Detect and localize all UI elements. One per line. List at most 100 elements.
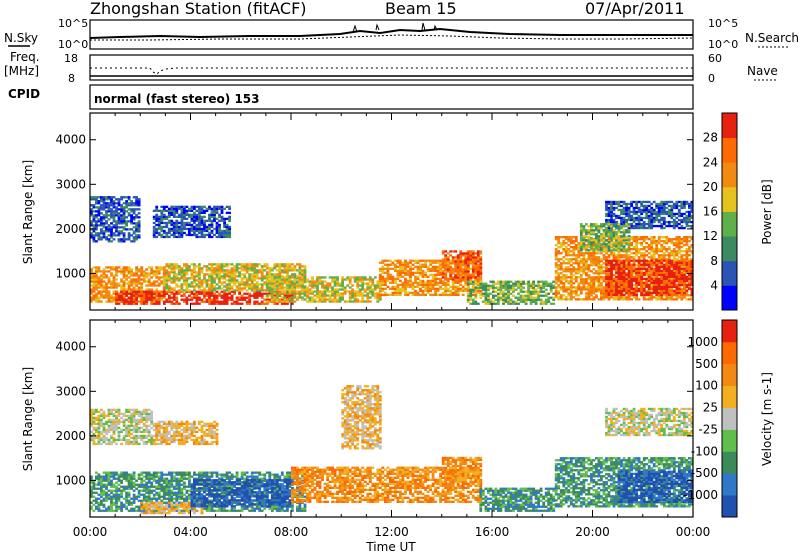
power-echo-cell <box>273 290 277 293</box>
power-echo-cell <box>172 298 176 301</box>
power-echo-cell <box>142 278 146 281</box>
power-echo-cell <box>446 283 450 286</box>
power-echo-cell <box>92 198 96 201</box>
power-echo-cell <box>632 266 636 269</box>
power-echo-cell <box>280 269 284 272</box>
power-echo-cell <box>358 290 362 293</box>
power-echo-cell <box>280 292 284 295</box>
power-echo-cell <box>177 279 181 282</box>
power-echo-cell <box>175 229 179 233</box>
power-echo-cell <box>667 277 671 280</box>
power-echo-cell <box>235 296 239 299</box>
power-echo-cell <box>323 300 327 303</box>
power-echo-cell <box>489 302 493 305</box>
power-echo-cell <box>122 288 126 291</box>
power-echo-cell <box>112 292 116 295</box>
power-echo-cell <box>215 302 219 305</box>
power-echo-cell <box>253 296 257 299</box>
power-echo-cell <box>137 274 141 277</box>
power-echo-cell <box>439 271 442 274</box>
power-echo-cell <box>569 286 573 289</box>
power-echo-cell <box>517 280 520 283</box>
power-echo-cell <box>557 296 561 299</box>
power-echo-cell <box>683 283 686 286</box>
power-echo-cell <box>466 262 470 265</box>
power-echo-cell <box>95 216 98 219</box>
power-echo-cell <box>572 254 576 257</box>
power-echo-cell <box>145 292 149 295</box>
power-echo-cell <box>532 284 535 287</box>
power-echo-cell <box>600 284 603 287</box>
power-echo-cell <box>283 265 287 268</box>
power-echo-cell <box>587 266 591 269</box>
power-echo-cell <box>444 254 448 257</box>
power-echo-cell <box>273 263 277 266</box>
power-echo-cell <box>431 261 435 264</box>
power-echo-cell <box>675 279 679 282</box>
power-echo-cell <box>177 277 181 280</box>
power-echo-cell <box>479 286 483 289</box>
power-echo-cell <box>474 300 478 303</box>
power-echo-cell <box>102 272 106 275</box>
power-echo-cell <box>612 258 616 261</box>
power-echo-cell <box>635 298 638 301</box>
power-echo-cell <box>637 269 641 272</box>
power-echo-cell <box>127 300 131 303</box>
power-echo-cell <box>107 214 111 217</box>
power-echo-cell <box>243 265 247 268</box>
power-echo-cell <box>456 270 460 273</box>
power-echo-cell <box>102 230 106 233</box>
power-echo-cell <box>454 250 458 253</box>
power-echo-cell <box>675 250 679 253</box>
power-echo-cell <box>238 289 241 292</box>
power-echo-cell <box>361 284 365 287</box>
power-echo-cell <box>630 242 633 245</box>
power-echo-cell <box>288 269 292 272</box>
power-echo-cell <box>378 281 382 284</box>
power-echo-cell <box>253 285 257 288</box>
power-echo-cell <box>685 248 689 251</box>
power-echo-cell <box>655 242 659 245</box>
power-echo-cell <box>414 279 417 282</box>
power-echo-cell <box>122 272 126 275</box>
power-echo-cell <box>308 284 312 287</box>
power-echo-cell <box>660 281 664 284</box>
power-echo-cell <box>210 281 214 284</box>
power-echo-cell <box>645 262 649 265</box>
power-echo-cell <box>522 280 525 283</box>
power-echo-cell <box>175 263 179 266</box>
power-echo-cell <box>479 292 483 295</box>
power-echo-cell <box>95 276 98 279</box>
power-echo-cell <box>469 254 473 257</box>
power-echo-cell <box>441 252 445 255</box>
power-echo-cell <box>459 258 463 261</box>
power-echo-cell <box>155 223 159 227</box>
power-echo-cell <box>444 281 448 284</box>
power-echo-cell <box>275 288 279 291</box>
power-echo-cell <box>265 296 269 299</box>
power-echo-cell <box>610 263 613 266</box>
power-echo-cell <box>321 276 324 279</box>
power-echo-cell <box>205 300 209 303</box>
power-echo-cell <box>642 287 646 290</box>
power-echo-cell <box>135 278 138 281</box>
power-echo-cell <box>135 298 138 301</box>
power-echo-cell <box>557 298 561 301</box>
power-echo-cell <box>476 291 480 294</box>
power-echo-cell <box>409 261 412 264</box>
power-echo-cell <box>160 280 164 283</box>
power-echo-cell <box>107 238 111 241</box>
power-echo-cell <box>95 284 98 287</box>
power-echo-cell <box>627 293 631 296</box>
power-echo-cell <box>203 290 206 293</box>
power-echo-cell <box>356 290 360 293</box>
power-echo-cell <box>426 265 430 268</box>
power-echo-cell <box>690 238 694 241</box>
power-echo-cell <box>444 287 448 290</box>
power-echo-cell <box>384 283 387 286</box>
power-echo-cell <box>117 218 121 221</box>
power-echo-cell <box>647 246 651 249</box>
power-echo-cell <box>107 240 111 243</box>
power-echo-cell <box>183 271 186 274</box>
power-echo-cell <box>107 298 111 301</box>
